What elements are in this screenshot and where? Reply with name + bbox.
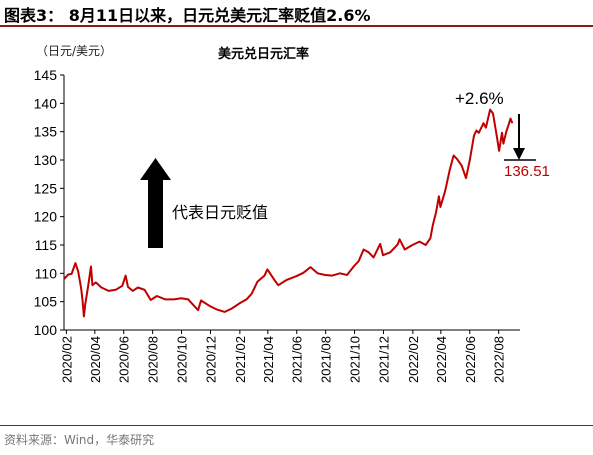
series-group bbox=[63, 108, 514, 318]
x-tick-label: 2020/12 bbox=[203, 336, 218, 383]
axes: 100 105 110 115 120 125 130 135 140 145 2020/02 202… bbox=[34, 67, 520, 383]
source-note: 资料来源：Wind，华泰研究 bbox=[4, 433, 155, 447]
up-arrow-shaft bbox=[148, 178, 163, 248]
x-tick-label: 2021/12 bbox=[376, 336, 391, 383]
line-chart: 100 105 110 115 120 125 130 135 140 145 2020/02 202… bbox=[34, 67, 550, 383]
y-tick-label: 105 bbox=[34, 294, 58, 310]
y-tick-label: 120 bbox=[34, 209, 58, 225]
chart-title: 美元兑日元汇率 bbox=[218, 47, 310, 62]
x-tick-label: 2021/08 bbox=[319, 336, 334, 383]
series-line bbox=[63, 108, 514, 318]
figure-footer: 资料来源：Wind，华泰研究 bbox=[0, 425, 593, 455]
x-tick-label: 2021/04 bbox=[261, 336, 276, 383]
change-label: +2.6% bbox=[455, 89, 504, 108]
x-tick-label: 2022/06 bbox=[463, 336, 478, 383]
up-arrow-head bbox=[140, 158, 171, 180]
y-tick-label: 110 bbox=[35, 265, 58, 281]
y-tick-label: 115 bbox=[35, 237, 58, 253]
x-tick-label: 2022/08 bbox=[492, 336, 507, 383]
x-tick-label: 2020/08 bbox=[146, 336, 161, 383]
y-axis-unit: （日元/美元） bbox=[36, 44, 113, 58]
x-tick-label: 2021/10 bbox=[348, 336, 363, 383]
x-tick-label: 2020/10 bbox=[175, 336, 190, 383]
x-tick-label: 2022/04 bbox=[434, 336, 449, 383]
y-tick-label: 130 bbox=[34, 152, 58, 168]
figure-header: 图表3： 8月11日以来，日元兑美元汇率贬值2.6% bbox=[0, 0, 593, 27]
y-tick-label: 125 bbox=[34, 180, 58, 196]
x-tick-label: 2021/06 bbox=[290, 336, 305, 383]
x-tick-label: 2020/02 bbox=[59, 336, 74, 383]
x-tick-label: 2022/02 bbox=[406, 336, 421, 383]
down-arrow-head bbox=[513, 148, 525, 160]
arrow-annotation-label: 代表日元贬值 bbox=[172, 203, 268, 222]
y-tick-label: 135 bbox=[34, 124, 58, 140]
y-tick-label: 100 bbox=[34, 322, 58, 338]
y-tick-label: 145 bbox=[34, 67, 58, 83]
x-tick-label: 2020/04 bbox=[88, 336, 103, 383]
figure-title: 图表3： 8月11日以来，日元兑美元汇率贬值2.6% bbox=[4, 6, 371, 25]
last-value-label: 136.51 bbox=[504, 163, 550, 180]
y-tick-label: 140 bbox=[34, 95, 58, 111]
x-tick-label: 2020/06 bbox=[117, 336, 132, 383]
x-tick-label: 2021/02 bbox=[233, 336, 248, 383]
annotations: 代表日元贬值 +2.6% 136.51 bbox=[140, 89, 550, 248]
